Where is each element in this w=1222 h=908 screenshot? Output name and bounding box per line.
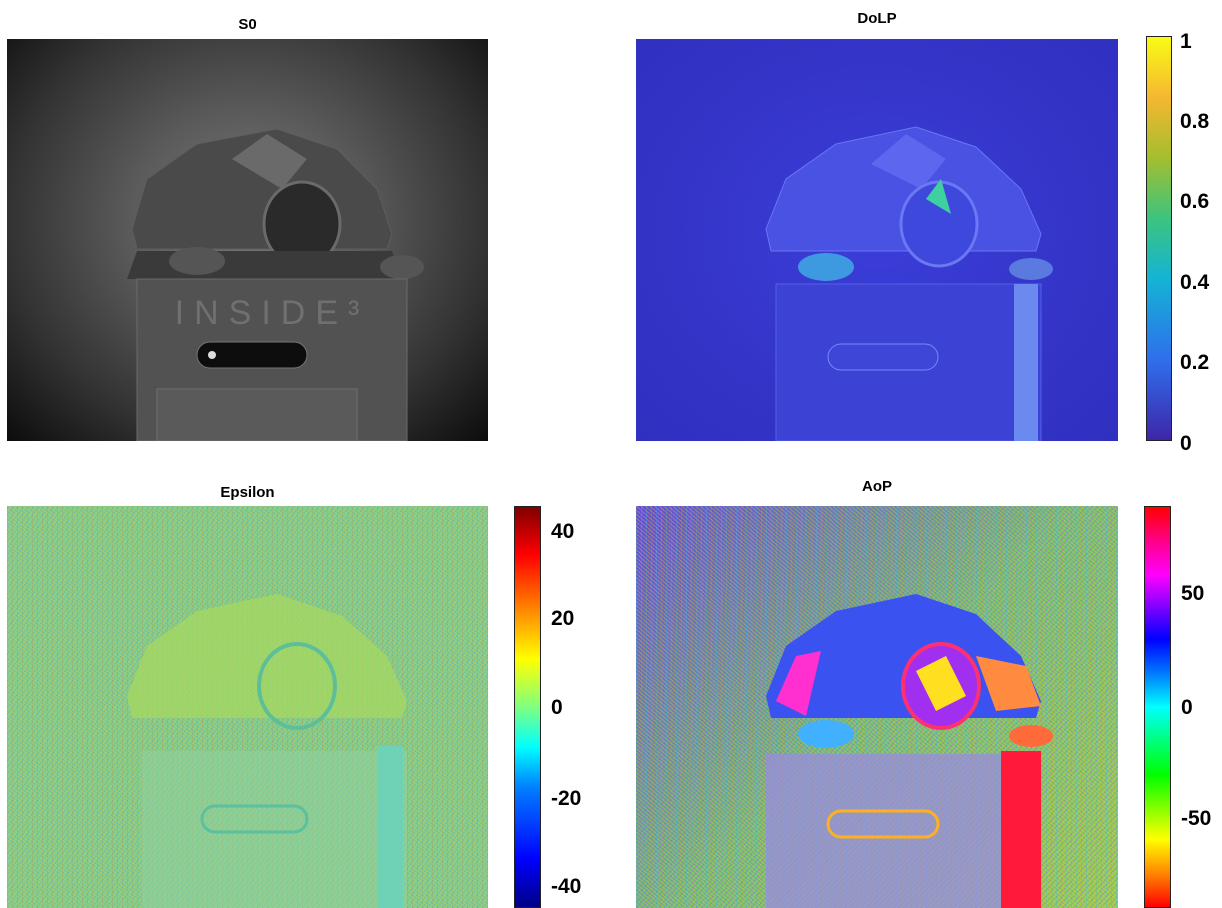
epsilon-tick-minus-20: -20 <box>551 787 582 810</box>
epsilon-tick-0: 0 <box>551 696 563 719</box>
dolp-tick-0-4: 0.4 <box>1180 271 1210 294</box>
title-epsilon: Epsilon <box>220 484 275 501</box>
dolp-tick-0-6: 0.6 <box>1180 190 1210 213</box>
title-aop: AoP <box>862 478 892 495</box>
dolp-tick-0-8: 0.8 <box>1180 110 1210 133</box>
aop-image <box>636 506 1118 908</box>
dolp-image <box>636 39 1118 441</box>
s0-inside-text: INSIDE³ <box>175 294 370 332</box>
aop-colorbar <box>1144 506 1171 908</box>
aop-tick-50: 50 <box>1181 582 1205 605</box>
dolp-colorbar <box>1146 36 1172 441</box>
dolp-tick-1: 1 <box>1180 30 1192 53</box>
aop-tick-0: 0 <box>1181 696 1193 719</box>
aop-tick-minus-50: -50 <box>1181 807 1212 830</box>
epsilon-tick-40: 40 <box>551 520 575 543</box>
epsilon-tick-minus-40: -40 <box>551 875 582 898</box>
dolp-tick-0: 0 <box>1180 432 1192 455</box>
epsilon-colorbar <box>514 506 541 908</box>
epsilon-tick-20: 20 <box>551 607 575 630</box>
s0-image: INSIDE³ <box>7 39 488 441</box>
epsilon-image <box>7 506 488 908</box>
title-dolp: DoLP <box>857 10 897 27</box>
dolp-tick-0-2: 0.2 <box>1180 351 1210 374</box>
title-s0: S0 <box>238 16 257 33</box>
